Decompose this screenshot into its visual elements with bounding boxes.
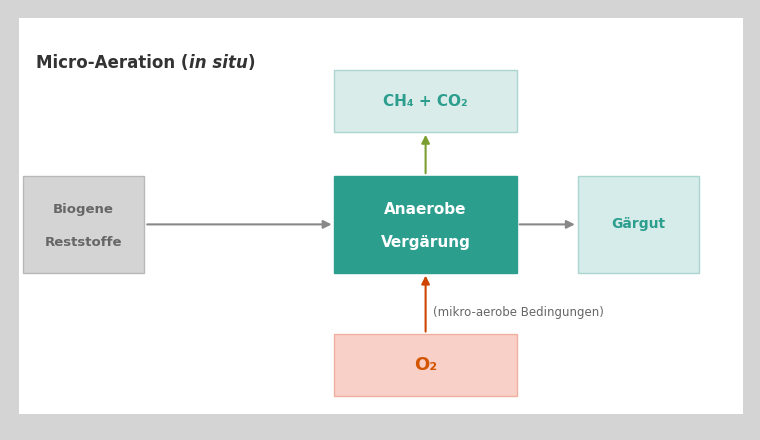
Text: Vergärung: Vergärung bbox=[381, 235, 470, 249]
Text: Gärgut: Gärgut bbox=[611, 217, 666, 231]
FancyBboxPatch shape bbox=[23, 176, 144, 273]
Text: CH₄ + CO₂: CH₄ + CO₂ bbox=[383, 94, 468, 109]
Text: Anaerobe: Anaerobe bbox=[385, 202, 467, 216]
Text: (mikro-aerobe Bedingungen): (mikro-aerobe Bedingungen) bbox=[433, 306, 604, 319]
FancyBboxPatch shape bbox=[334, 176, 517, 273]
FancyBboxPatch shape bbox=[578, 176, 699, 273]
Text: Micro-Aeration (: Micro-Aeration ( bbox=[36, 55, 188, 72]
FancyBboxPatch shape bbox=[334, 70, 517, 132]
Text: in situ: in situ bbox=[188, 55, 248, 72]
Text: ): ) bbox=[248, 55, 255, 72]
Text: O₂: O₂ bbox=[414, 356, 437, 374]
FancyBboxPatch shape bbox=[334, 334, 517, 396]
Text: Reststoffe: Reststoffe bbox=[45, 235, 122, 249]
Text: Biogene: Biogene bbox=[53, 202, 114, 216]
